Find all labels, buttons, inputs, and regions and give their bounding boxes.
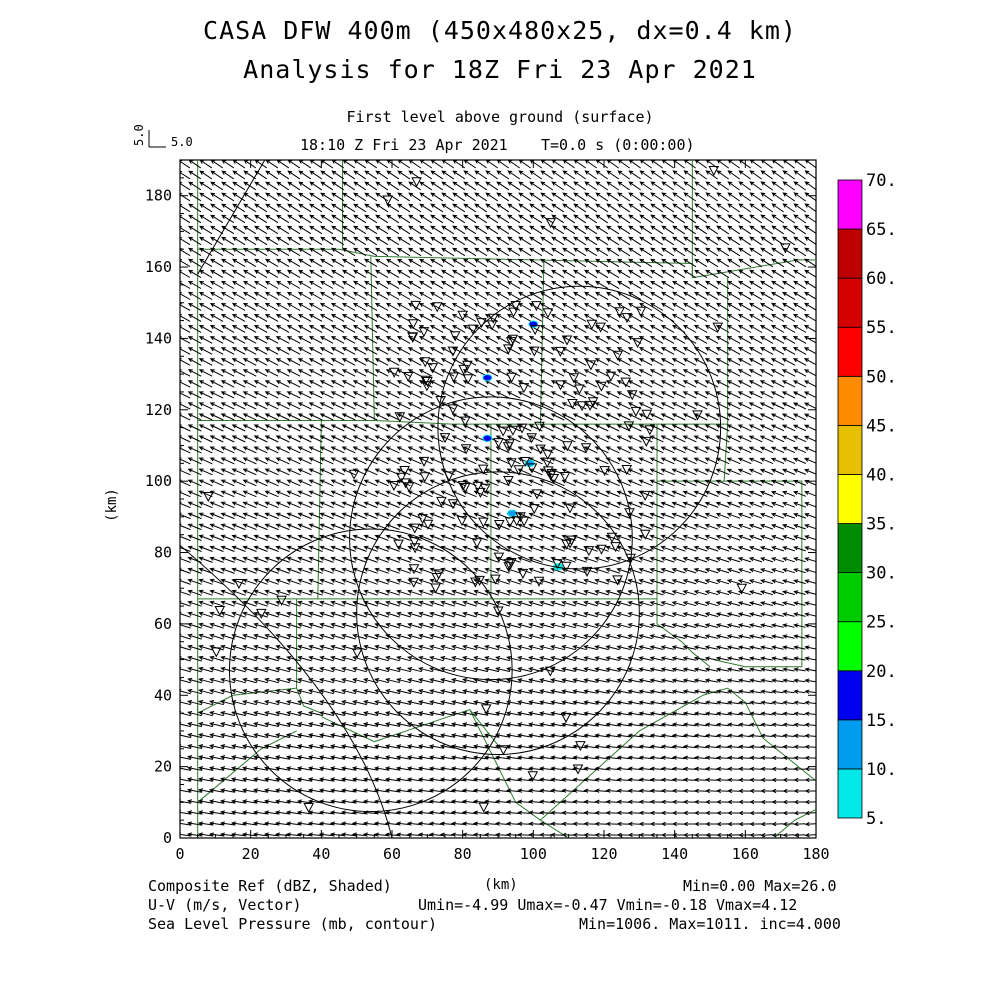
- y-tick-label: 160: [145, 258, 172, 276]
- colorbar-segment: [837, 572, 863, 623]
- x-tick-label: 100: [520, 845, 547, 863]
- colorbar-segment: [837, 277, 863, 328]
- footer-field3-stats: Min=1006. Max=1011. inc=4.000: [579, 915, 841, 933]
- colorbar-label: 30.: [866, 564, 897, 584]
- footer-field1: Composite Ref (dBZ, Shaded): [148, 877, 392, 895]
- wind-vector-field: [180, 160, 816, 838]
- colorbar-segment: [837, 474, 863, 524]
- radar-ring: [228, 528, 513, 813]
- county-line: [197, 419, 728, 425]
- y-tick-label: 120: [145, 401, 172, 419]
- colorbar-segment: [837, 768, 863, 819]
- colorbar-label: 15.: [866, 711, 897, 731]
- plot-title: CASA DFW 400m (450x480x25, dx=0.4 km): [203, 16, 797, 45]
- x-tick-label: 120: [590, 845, 617, 863]
- x-tick-label: 0: [175, 845, 184, 863]
- county-line: [713, 480, 803, 668]
- y-tick-label: 40: [154, 686, 172, 704]
- wind-vectors: [180, 160, 816, 838]
- vector-key-vertical-label: 5.0: [132, 124, 146, 146]
- colorbar-label: 20.: [866, 662, 897, 682]
- vector-key-horizontal-label: 5.0: [171, 135, 193, 149]
- colorbar-segment: [837, 228, 863, 279]
- colorbar-segment: [837, 179, 863, 230]
- colorbar-label: 65.: [866, 220, 897, 240]
- y-tick-label: 20: [154, 758, 172, 776]
- level-label: First level above ground (surface): [346, 108, 654, 126]
- x-tick-label: 40: [312, 845, 330, 863]
- colorbar-label: 10.: [866, 760, 897, 780]
- county-line: [370, 256, 375, 421]
- vector-key: 5.0 5.0: [132, 124, 193, 149]
- colorbar-segment: [837, 523, 863, 574]
- y-tick-label: 80: [154, 544, 172, 562]
- echo-cell: [528, 320, 539, 328]
- colorbar-label: 45.: [866, 416, 897, 436]
- colorbar-label: 35.: [866, 515, 897, 535]
- radar-ring: [437, 285, 722, 570]
- colorbar-label: 70.: [866, 171, 897, 191]
- colorbar-label: 50.: [866, 367, 897, 387]
- colorbar-segment: [837, 326, 863, 377]
- colorbar-segment: [837, 424, 863, 475]
- radar-ring: [349, 396, 633, 681]
- station-markers: [202, 166, 791, 814]
- y-axis-label: (km): [103, 488, 120, 522]
- x-tick-label: 20: [242, 845, 260, 863]
- radar-range-rings: [180, 160, 722, 838]
- county-line: [469, 709, 569, 838]
- y-tick-label: 0: [163, 829, 172, 847]
- y-tick-label: 100: [145, 472, 172, 490]
- footer-field3: Sea Level Pressure (mb, contour): [148, 915, 437, 933]
- x-tick-label: 180: [802, 845, 829, 863]
- colorbar-label: 55.: [866, 318, 897, 338]
- echo-cell: [482, 434, 493, 443]
- y-tick-label: 140: [145, 329, 172, 347]
- x-tick-label: 140: [661, 845, 688, 863]
- x-axis-label: (km): [484, 877, 518, 893]
- echo-cell: [482, 373, 493, 382]
- radar-ring: [356, 471, 640, 756]
- colorbar-label: 60.: [866, 269, 897, 289]
- footer-field2-stats: Umin=-4.99 Umax=-0.47 Vmin=-0.18 Vmax=4.…: [418, 896, 798, 914]
- y-tick-label: 60: [154, 615, 172, 633]
- colorbar-label: 40.: [866, 465, 897, 485]
- y-tick-label: 180: [145, 187, 172, 205]
- x-tick-label: 160: [732, 845, 759, 863]
- x-tick-label: 80: [454, 845, 472, 863]
- county-line: [197, 687, 297, 714]
- footer-field1-stats: Min=0.00 Max=26.0: [683, 877, 837, 895]
- x-tick-label: 60: [383, 845, 401, 863]
- valid-time: 18:10 Z Fri 23 Apr 2021: [300, 136, 508, 154]
- county-line: [296, 598, 322, 714]
- diagonal-contour: [197, 160, 266, 275]
- colorbar-segment: [837, 719, 863, 770]
- observation-stations: [202, 166, 791, 814]
- footer-field2: U-V (m/s, Vector): [148, 896, 302, 914]
- axes: 0 20 40 60 80 100 120 140 160 180 0 20 40 60 80 100 120 1…: [145, 160, 830, 863]
- forecast-time: T=0.0 s (0:00:00): [541, 136, 695, 154]
- plot-subtitle: Analysis for 18Z Fri 23 Apr 2021: [243, 55, 757, 84]
- colorbar: 5. 10. 15. 20. 25. 30. 35. 40. 45. 50. 55. 60. 65. 70…: [837, 171, 897, 829]
- colorbar-segment: [837, 375, 863, 426]
- county-line: [539, 259, 545, 425]
- echo-cell: [507, 509, 518, 517]
- colorbar-segment: [837, 621, 863, 672]
- pressure-contour: [180, 545, 393, 838]
- colorbar-segment: [837, 670, 863, 721]
- colorbar-label: 25.: [866, 613, 897, 633]
- colorbar-label: 5.: [866, 809, 886, 829]
